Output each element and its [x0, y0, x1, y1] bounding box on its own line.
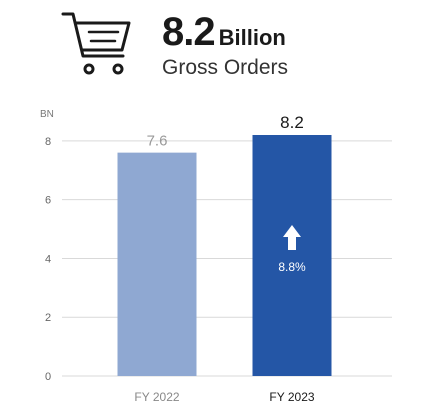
- bar: [252, 135, 332, 376]
- headline-value: 8.2: [162, 10, 216, 54]
- headline: 8.2 Billion: [162, 10, 286, 55]
- y-tick-label: 2: [45, 312, 51, 324]
- y-tick-label: 0: [45, 371, 51, 383]
- bar-chart: BN 0 2 4 6 8 7.6 FY 2022 8.2 FY 2023 8.8%: [40, 109, 392, 404]
- y-tick-label: 6: [45, 195, 51, 207]
- data-label: 8.2: [280, 113, 304, 132]
- x-tick-label: FY 2023: [269, 390, 314, 404]
- growth-label: 8.8%: [278, 260, 306, 274]
- bar: [117, 152, 197, 376]
- y-tick-label: 8: [45, 136, 51, 148]
- shopping-cart-icon: [61, 12, 131, 75]
- data-label: 7.6: [147, 133, 168, 150]
- headline-unit: Billion: [218, 25, 286, 50]
- headline-subtitle: Gross Orders: [162, 56, 289, 79]
- x-tick-label: FY 2022: [134, 390, 179, 404]
- y-axis-label: BN: [40, 109, 54, 120]
- y-tick-label: 4: [45, 253, 51, 265]
- arrow-up-icon: [283, 225, 301, 250]
- header: 8.2 Billion Gross Orders: [0, 0, 435, 90]
